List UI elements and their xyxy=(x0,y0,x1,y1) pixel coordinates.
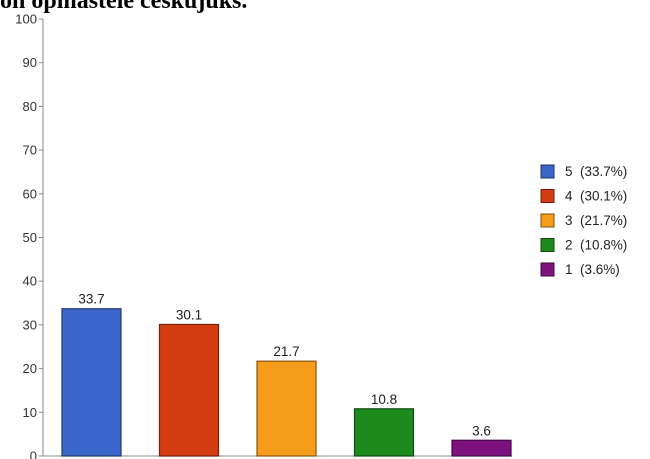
bar-3 xyxy=(256,360,317,457)
y-tick-label: 20 xyxy=(23,361,37,376)
bar-5 xyxy=(61,308,122,457)
y-tick-label: 70 xyxy=(23,143,37,158)
legend-swatch-4 xyxy=(540,189,555,203)
y-tick-label: 40 xyxy=(23,274,37,289)
y-tick-label: 30 xyxy=(23,317,37,332)
legend-percent: (3.6%) xyxy=(580,262,620,277)
legend-key: 5 xyxy=(565,164,573,179)
legend-swatch-1 xyxy=(540,262,555,277)
legend-key: 3 xyxy=(565,213,573,228)
y-tick-label: 10 xyxy=(23,405,37,420)
y-tick-label: 100 xyxy=(15,12,37,27)
bar-value-label: 33.7 xyxy=(78,292,104,307)
chart-title: on opinastele ceskujuks. xyxy=(0,0,248,14)
bar-value-label: 10.8 xyxy=(371,392,397,407)
bar-value-label: 3.6 xyxy=(472,423,491,438)
bar-1 xyxy=(451,439,512,457)
bar-4 xyxy=(158,323,220,457)
bar-value-label: 30.1 xyxy=(176,307,202,322)
legend-key: 2 xyxy=(565,238,573,253)
legend-key: 1 xyxy=(565,262,573,277)
bar-2 xyxy=(353,408,415,457)
y-tick-label: 80 xyxy=(23,99,37,114)
y-tick-label: 50 xyxy=(23,230,37,245)
y-tick-label: 0 xyxy=(30,449,37,459)
legend-swatch-2 xyxy=(540,238,555,252)
y-tick-label: 90 xyxy=(23,55,37,70)
legend: 5 (33.7%) 4 (30.1%) 3 (21.7%) 2 (10.8%) 1 (3.6%) xyxy=(540,164,627,277)
legend-percent: (33.7%) xyxy=(580,164,627,179)
y-axis: 0 10 20 30 40 50 60 70 80 90 100 xyxy=(15,12,512,459)
legend-swatch-5 xyxy=(540,164,555,179)
bar-value-label: 21.7 xyxy=(273,344,299,359)
legend-key: 4 xyxy=(565,189,573,204)
y-tick-label: 60 xyxy=(23,186,37,201)
legend-percent: (10.8%) xyxy=(580,238,627,253)
bars: 33.7 30.1 21.7 10.8 3.6 xyxy=(61,292,512,457)
legend-swatch-3 xyxy=(540,213,555,228)
legend-percent: (21.7%) xyxy=(580,213,627,228)
legend-percent: (30.1%) xyxy=(580,189,627,204)
